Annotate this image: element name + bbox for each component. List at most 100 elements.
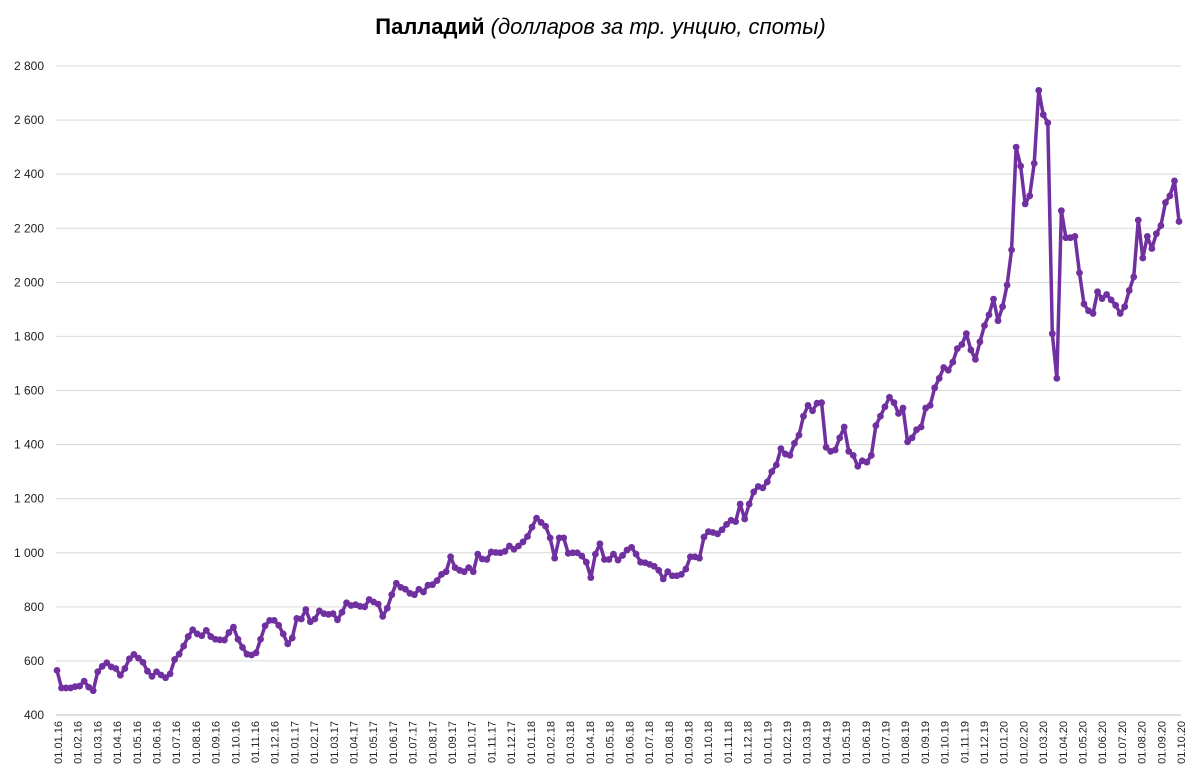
data-point <box>234 635 242 643</box>
data-point <box>465 564 473 572</box>
data-point <box>542 522 550 530</box>
x-tick-label: 01.04.20 <box>1058 721 1070 764</box>
y-tick-label: 2 000 <box>14 275 44 289</box>
data-point <box>1026 192 1034 200</box>
x-tick-label: 01.11.16 <box>250 721 262 763</box>
x-tick-label: 01.07.17 <box>408 721 420 764</box>
data-point <box>696 554 703 562</box>
chart-subtitle: (долларов за тр. унцию, споты) <box>490 14 826 39</box>
x-tick-label: 01.03.18 <box>565 721 577 764</box>
data-point <box>935 374 943 382</box>
gridlines <box>56 65 1181 716</box>
data-point <box>1030 159 1038 167</box>
y-tick-label: 1 800 <box>14 329 44 343</box>
data-point <box>433 577 441 584</box>
x-tick-label: 01.02.18 <box>546 721 558 764</box>
data-point <box>886 393 893 401</box>
y-tick-label: 600 <box>24 654 44 668</box>
data-point <box>284 640 292 648</box>
x-tick-label: 01.09.16 <box>211 721 223 764</box>
data-point <box>171 656 179 663</box>
data-point <box>700 533 708 541</box>
x-tick-label: 01.07.20 <box>1117 721 1129 764</box>
data-point <box>1094 288 1101 296</box>
data-point <box>166 670 174 678</box>
x-tick-label: 01.02.19 <box>782 721 794 764</box>
data-point <box>361 603 369 611</box>
data-point <box>230 623 237 631</box>
data-point <box>297 615 305 623</box>
y-axis-ticks: 400 600 800 1 000 1 200 1 400 1 600 1 800 2 000 2… <box>14 59 44 722</box>
data-point <box>949 358 957 366</box>
data-point <box>745 500 753 508</box>
data-point <box>763 478 771 486</box>
data-point <box>202 626 210 634</box>
x-axis-ticks: 01.01.16 01.02.16 01.03.16 01.04.16 01.05.16… <box>53 721 1188 764</box>
x-tick-label: 01.08.20 <box>1137 721 1149 764</box>
data-point <box>198 632 206 640</box>
x-tick-label: 01.03.16 <box>92 721 104 764</box>
data-point <box>822 443 830 451</box>
data-point <box>610 550 617 558</box>
data-point <box>976 338 984 346</box>
data-point <box>768 468 776 476</box>
data-point <box>483 556 491 563</box>
x-tick-label: 01.08.18 <box>664 721 676 764</box>
data-point <box>664 568 672 576</box>
data-point <box>1080 300 1088 308</box>
data-point <box>659 575 667 583</box>
data-point <box>112 665 120 672</box>
data-point <box>605 556 613 563</box>
x-tick-label: 01.04.16 <box>112 721 124 764</box>
chart-title: Палладий (долларов за тр. унцию, споты) <box>0 14 1201 40</box>
data-point <box>958 341 966 348</box>
data-point <box>881 403 889 411</box>
data-point <box>334 616 341 624</box>
data-point <box>125 655 133 663</box>
data-point <box>501 548 509 555</box>
data-point <box>831 446 839 454</box>
data-point <box>1039 111 1047 119</box>
data-point <box>221 636 228 644</box>
data-point <box>302 606 310 613</box>
data-point <box>533 514 540 522</box>
data-point <box>89 687 97 695</box>
data-point <box>655 566 663 574</box>
x-tick-label: 01.03.20 <box>1038 721 1050 764</box>
series-palladium <box>53 86 1183 695</box>
data-point <box>736 500 744 508</box>
y-tick-label: 1 200 <box>14 492 44 506</box>
data-point <box>917 423 925 431</box>
x-tick-label: 01.07.19 <box>880 721 892 764</box>
data-point <box>840 423 848 431</box>
data-point <box>1112 301 1120 309</box>
data-point <box>1152 230 1160 238</box>
chart-title-main: Палладий <box>375 14 485 39</box>
data-point <box>311 615 319 623</box>
data-point <box>899 404 907 412</box>
data-point <box>836 434 844 442</box>
data-point <box>587 574 595 582</box>
x-tick-label: 01.10.20 <box>1176 721 1188 764</box>
x-tick-label: 01.04.19 <box>821 721 833 764</box>
x-tick-label: 01.11.19 <box>959 721 971 763</box>
y-tick-label: 2 200 <box>14 221 44 235</box>
data-point <box>908 434 916 442</box>
data-point <box>261 622 269 630</box>
x-tick-label: 01.08.16 <box>191 721 203 764</box>
data-point <box>759 484 767 492</box>
x-tick-label: 01.02.20 <box>1018 721 1030 764</box>
data-point <box>849 452 857 459</box>
data-point <box>130 651 138 658</box>
x-tick-label: 01.01.16 <box>53 721 65 764</box>
data-point <box>1035 86 1043 94</box>
data-point <box>469 568 477 576</box>
data-point <box>1166 192 1174 200</box>
data-point <box>519 538 527 546</box>
data-point <box>103 659 111 667</box>
data-point <box>890 399 898 407</box>
data-point <box>1121 303 1129 311</box>
data-point <box>1171 177 1178 185</box>
data-point <box>967 346 975 354</box>
data-point <box>619 552 626 559</box>
